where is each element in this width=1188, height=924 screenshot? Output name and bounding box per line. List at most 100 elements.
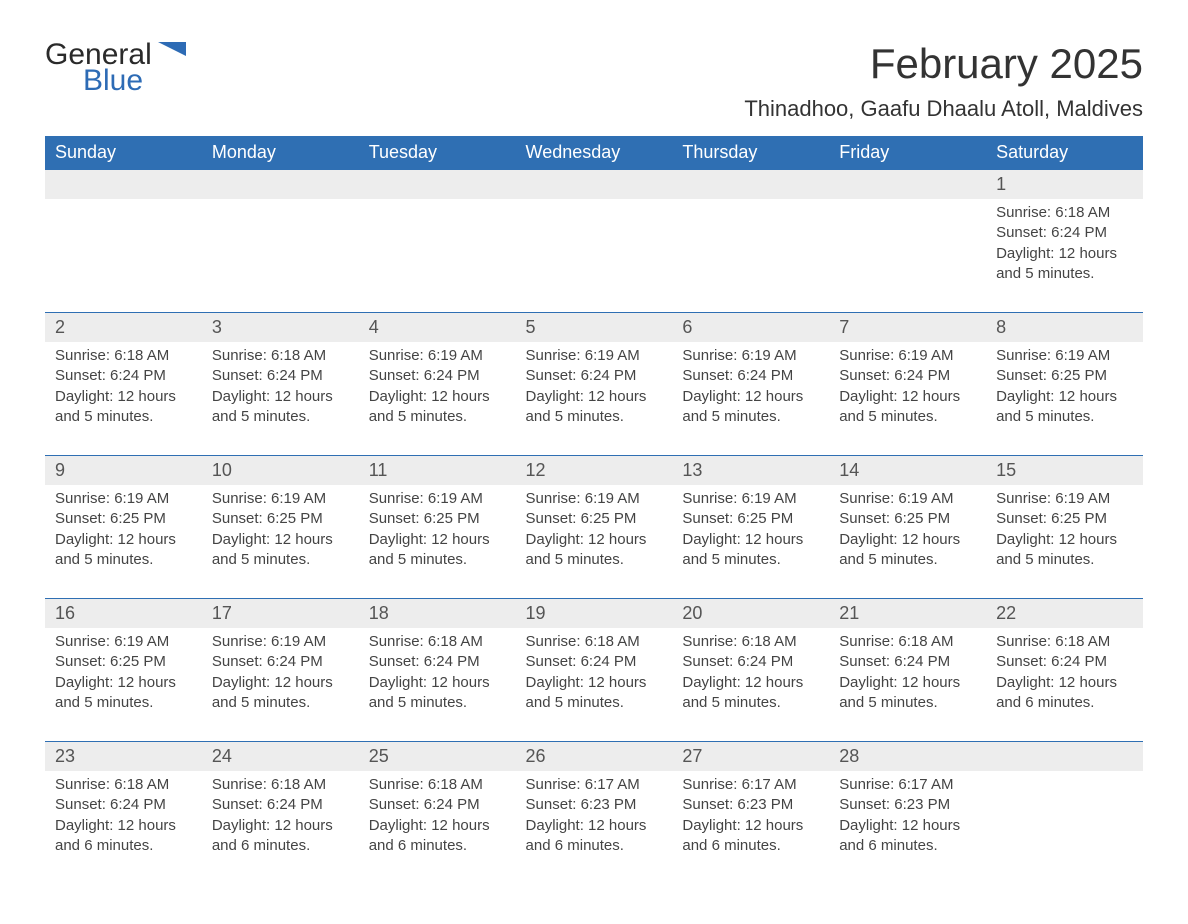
day-number-cell [516,170,673,200]
sunset-text: Sunset: 6:25 PM [55,509,192,529]
week-daynum-row: 1 [45,170,1143,200]
sunset-text: Sunset: 6:24 PM [212,652,349,672]
daylight-text: Daylight: 12 hours and 6 minutes. [369,816,506,857]
day-number-cell: 7 [829,313,986,343]
logo-text-block: General Blue [45,40,186,98]
daylight-text: Daylight: 12 hours and 5 minutes. [839,530,976,571]
sunset-text: Sunset: 6:25 PM [212,509,349,529]
sunset-text: Sunset: 6:24 PM [369,652,506,672]
day-detail-cell: Sunrise: 6:18 AMSunset: 6:24 PMDaylight:… [829,628,986,742]
sunset-text: Sunset: 6:24 PM [369,795,506,815]
day-detail-cell: Sunrise: 6:19 AMSunset: 6:25 PMDaylight:… [986,342,1143,456]
day-detail-cell: Sunrise: 6:19 AMSunset: 6:24 PMDaylight:… [516,342,673,456]
sunset-text: Sunset: 6:24 PM [369,366,506,386]
sunset-text: Sunset: 6:25 PM [839,509,976,529]
day-detail-cell [986,771,1143,884]
weekday-header: Tuesday [359,136,516,170]
day-number-cell: 22 [986,599,1143,629]
day-number-cell: 28 [829,742,986,772]
sunset-text: Sunset: 6:23 PM [839,795,976,815]
calendar-body: 1Sunrise: 6:18 AMSunset: 6:24 PMDaylight… [45,170,1143,885]
week-daynum-row: 2345678 [45,313,1143,343]
sunrise-text: Sunrise: 6:19 AM [55,489,192,509]
day-detail-cell: Sunrise: 6:17 AMSunset: 6:23 PMDaylight:… [516,771,673,884]
calendar-table: Sunday Monday Tuesday Wednesday Thursday… [45,136,1143,884]
daylight-text: Daylight: 12 hours and 6 minutes. [996,673,1133,714]
day-detail-cell [829,199,986,313]
day-detail-cell: Sunrise: 6:17 AMSunset: 6:23 PMDaylight:… [829,771,986,884]
weekday-header: Friday [829,136,986,170]
day-detail-cell: Sunrise: 6:18 AMSunset: 6:24 PMDaylight:… [986,199,1143,313]
day-number-cell [672,170,829,200]
weekday-header: Saturday [986,136,1143,170]
daylight-text: Daylight: 12 hours and 6 minutes. [839,816,976,857]
sunset-text: Sunset: 6:24 PM [996,652,1133,672]
day-detail-cell: Sunrise: 6:19 AMSunset: 6:25 PMDaylight:… [829,485,986,599]
sunset-text: Sunset: 6:24 PM [526,366,663,386]
sunrise-text: Sunrise: 6:17 AM [682,775,819,795]
day-detail-cell: Sunrise: 6:18 AMSunset: 6:24 PMDaylight:… [672,628,829,742]
sunrise-text: Sunrise: 6:18 AM [212,775,349,795]
sunrise-text: Sunrise: 6:18 AM [996,632,1133,652]
sunset-text: Sunset: 6:25 PM [526,509,663,529]
day-detail-cell: Sunrise: 6:19 AMSunset: 6:25 PMDaylight:… [516,485,673,599]
sunset-text: Sunset: 6:24 PM [839,366,976,386]
sunrise-text: Sunrise: 6:18 AM [55,775,192,795]
daylight-text: Daylight: 12 hours and 5 minutes. [369,530,506,571]
day-number-cell: 5 [516,313,673,343]
header-right: February 2025 Thinadhoo, Gaafu Dhaalu At… [744,40,1143,122]
sunrise-text: Sunrise: 6:19 AM [526,489,663,509]
daylight-text: Daylight: 12 hours and 5 minutes. [55,387,192,428]
sunrise-text: Sunrise: 6:19 AM [212,489,349,509]
day-number-cell: 9 [45,456,202,486]
day-number-cell [202,170,359,200]
day-number-cell: 10 [202,456,359,486]
daylight-text: Daylight: 12 hours and 5 minutes. [839,387,976,428]
day-number-cell: 14 [829,456,986,486]
day-detail-cell: Sunrise: 6:18 AMSunset: 6:24 PMDaylight:… [202,771,359,884]
day-detail-cell: Sunrise: 6:19 AMSunset: 6:25 PMDaylight:… [986,485,1143,599]
day-detail-cell: Sunrise: 6:18 AMSunset: 6:24 PMDaylight:… [359,628,516,742]
daylight-text: Daylight: 12 hours and 6 minutes. [682,816,819,857]
week-detail-row: Sunrise: 6:18 AMSunset: 6:24 PMDaylight:… [45,342,1143,456]
location-text: Thinadhoo, Gaafu Dhaalu Atoll, Maldives [744,96,1143,122]
sunset-text: Sunset: 6:25 PM [369,509,506,529]
week-daynum-row: 16171819202122 [45,599,1143,629]
day-detail-cell: Sunrise: 6:18 AMSunset: 6:24 PMDaylight:… [45,771,202,884]
daylight-text: Daylight: 12 hours and 5 minutes. [682,673,819,714]
sunset-text: Sunset: 6:25 PM [996,509,1133,529]
sunrise-text: Sunrise: 6:18 AM [682,632,819,652]
weekday-header: Thursday [672,136,829,170]
day-number-cell: 11 [359,456,516,486]
sunrise-text: Sunrise: 6:19 AM [996,489,1133,509]
sunset-text: Sunset: 6:25 PM [682,509,819,529]
day-number-cell: 4 [359,313,516,343]
day-detail-cell: Sunrise: 6:18 AMSunset: 6:24 PMDaylight:… [986,628,1143,742]
day-number-cell: 20 [672,599,829,629]
day-detail-cell: Sunrise: 6:17 AMSunset: 6:23 PMDaylight:… [672,771,829,884]
day-number-cell: 12 [516,456,673,486]
day-detail-cell: Sunrise: 6:18 AMSunset: 6:24 PMDaylight:… [45,342,202,456]
day-number-cell: 17 [202,599,359,629]
sunrise-text: Sunrise: 6:19 AM [369,489,506,509]
sunrise-text: Sunrise: 6:18 AM [526,632,663,652]
weekday-header: Monday [202,136,359,170]
daylight-text: Daylight: 12 hours and 5 minutes. [996,530,1133,571]
sunrise-text: Sunrise: 6:18 AM [369,632,506,652]
day-number-cell: 3 [202,313,359,343]
day-number-cell: 21 [829,599,986,629]
sunrise-text: Sunrise: 6:18 AM [996,203,1133,223]
sunrise-text: Sunrise: 6:18 AM [369,775,506,795]
daylight-text: Daylight: 12 hours and 5 minutes. [212,530,349,571]
sunrise-text: Sunrise: 6:19 AM [682,346,819,366]
day-detail-cell [45,199,202,313]
day-number-cell: 15 [986,456,1143,486]
day-detail-cell: Sunrise: 6:19 AMSunset: 6:24 PMDaylight:… [202,628,359,742]
daylight-text: Daylight: 12 hours and 5 minutes. [369,387,506,428]
week-detail-row: Sunrise: 6:19 AMSunset: 6:25 PMDaylight:… [45,485,1143,599]
daylight-text: Daylight: 12 hours and 5 minutes. [55,530,192,571]
day-number-cell: 23 [45,742,202,772]
weekday-header-row: Sunday Monday Tuesday Wednesday Thursday… [45,136,1143,170]
day-number-cell: 6 [672,313,829,343]
weekday-header: Sunday [45,136,202,170]
